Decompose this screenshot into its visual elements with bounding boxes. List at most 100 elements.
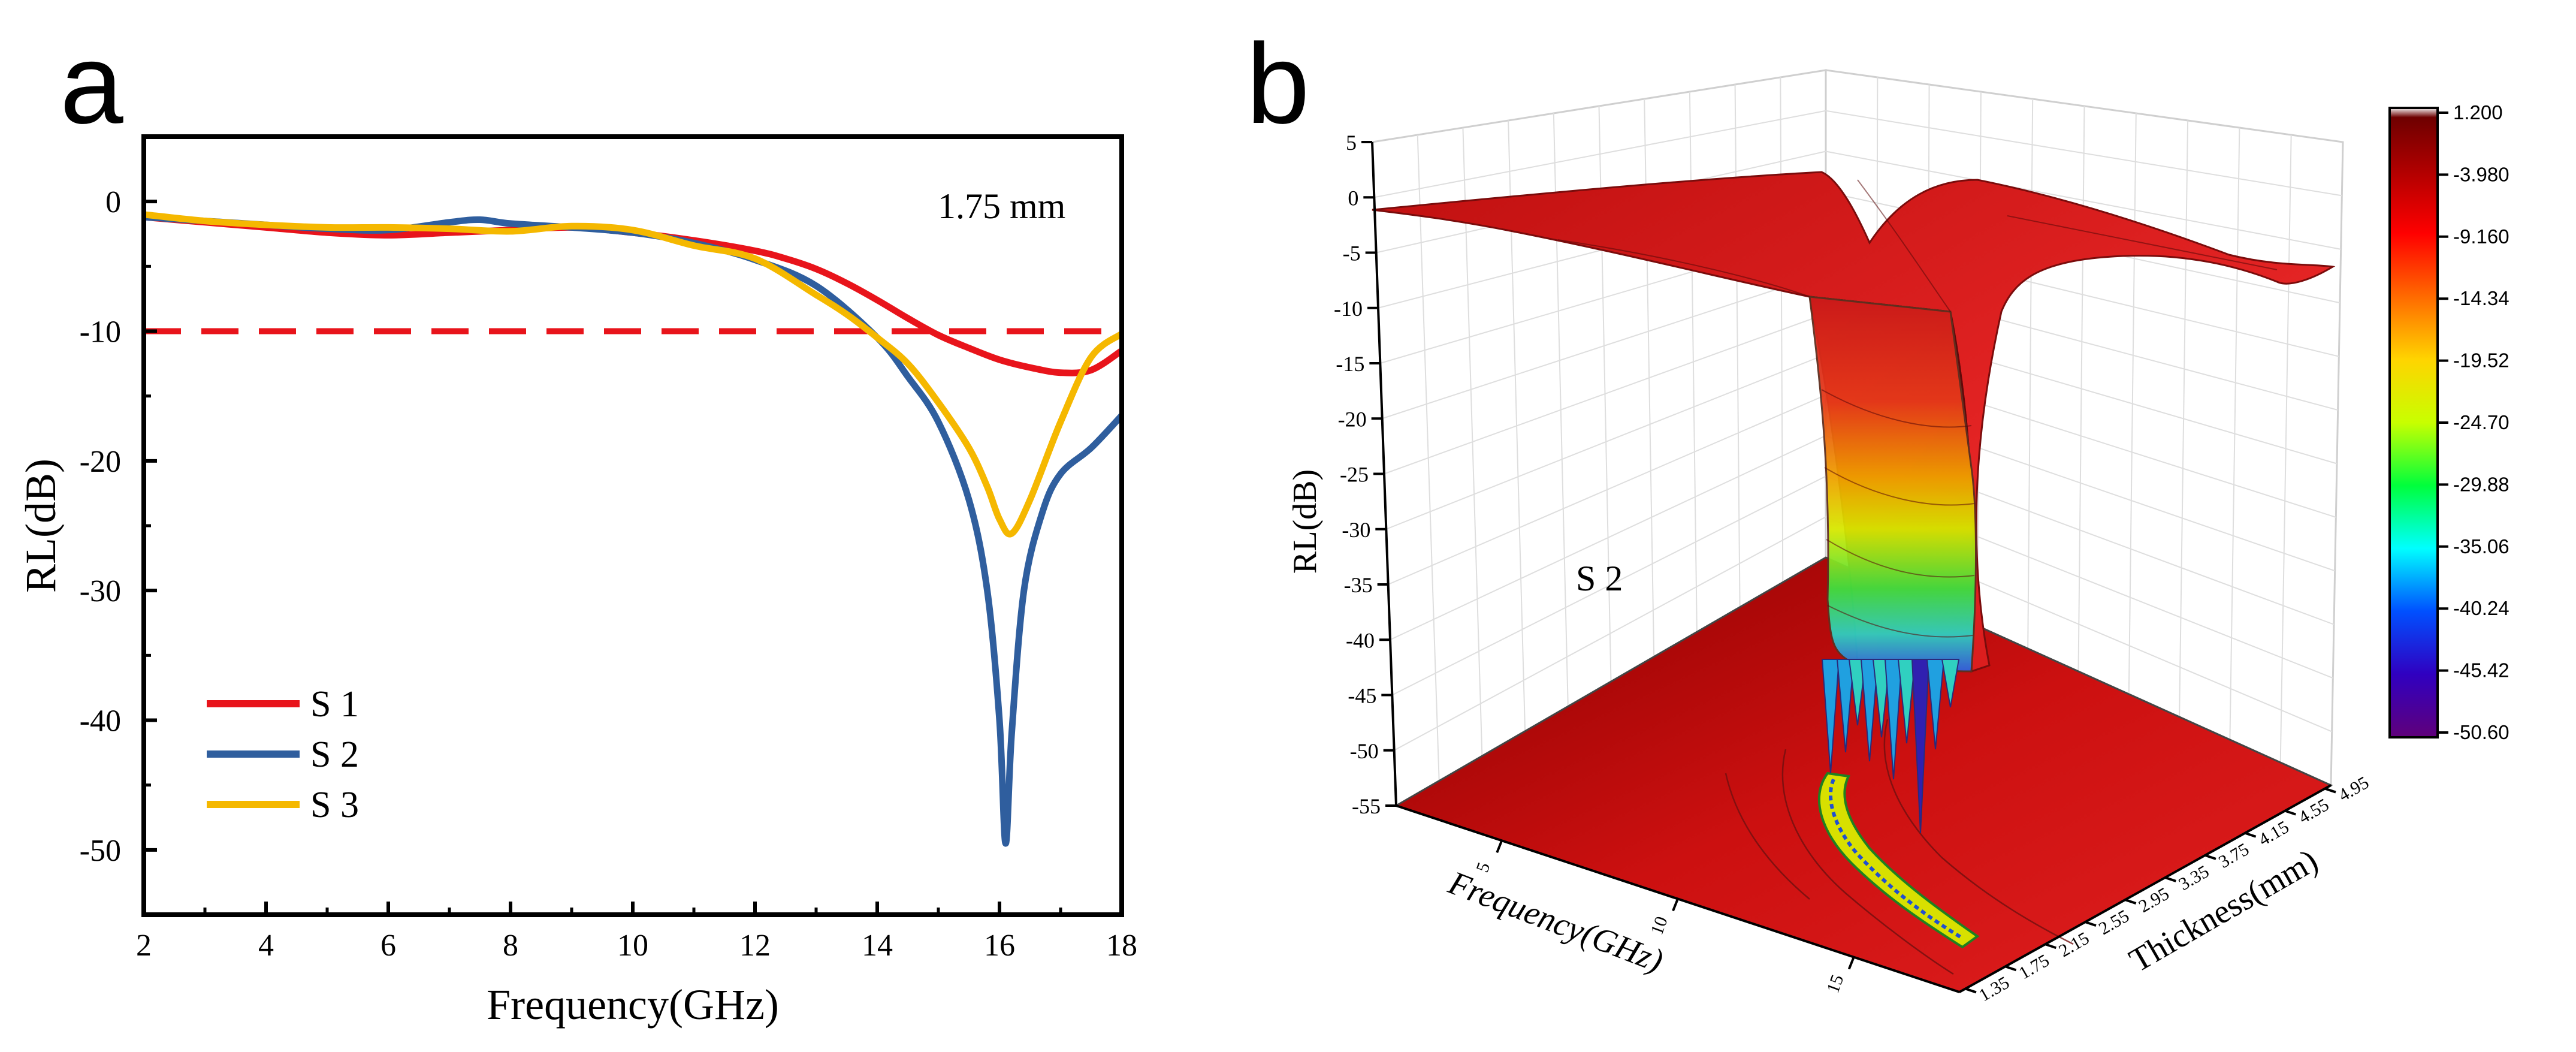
colorbar-label: -24.70 [2453, 411, 2509, 433]
colorbar-label: -19.52 [2453, 349, 2509, 372]
x-tick-b [1847, 956, 1855, 970]
panel-letter-a: a [60, 20, 123, 147]
wall-grid-line [2128, 113, 2137, 695]
y-tick-b [2125, 899, 2137, 905]
z-axis-title-b: RL(dB) [1287, 469, 1324, 574]
wall-grid-line [1417, 134, 1440, 781]
colorbar-label: -40.24 [2453, 597, 2509, 619]
x-tick-b [1496, 840, 1503, 854]
surface-mesh-lines [1557, 179, 2278, 638]
surface-spike [1941, 659, 1960, 708]
y-tick-label-a: -30 [80, 574, 121, 608]
axes-a: 2 4 6 8 10 12 14 16 18 0 -10 -20 -30 -40 -50 [80, 185, 1137, 963]
y-tick-b [2204, 854, 2216, 860]
y-tick-b [2085, 921, 2097, 927]
y-tick-label-a: -10 [80, 315, 121, 349]
z-tick-label-b: -45 [1348, 684, 1376, 708]
x-tick-label-b: 15 [1823, 972, 1847, 996]
z-tick-label-b: 0 [1348, 186, 1358, 210]
surface-spike [1911, 659, 1930, 834]
x-tick-label-a: 16 [984, 929, 1015, 963]
z-tick-label-b: -35 [1344, 573, 1373, 597]
x-tick-label-a: 4 [258, 929, 274, 963]
z-tick-label-b: -20 [1338, 407, 1367, 431]
series-line-s3 [144, 211, 1122, 538]
z-tick-label-b: -50 [1350, 739, 1379, 763]
x-axis-title-a: Frequency(GHz) [487, 981, 779, 1029]
y-tick-b [2045, 943, 2056, 949]
y-tick-b [1965, 987, 1977, 994]
colorbar-label: -3.980 [2453, 163, 2509, 185]
panel-b: b [1246, 20, 2509, 1005]
surface-spikes [1821, 659, 1960, 834]
colorbar-label: -50.60 [2453, 721, 2509, 743]
y-tick-label-a: -20 [80, 445, 121, 479]
x-tick-label-a: 10 [617, 929, 648, 963]
wall-grid-line [1462, 127, 1483, 756]
thickness-annotation: 1.75 mm [938, 186, 1065, 226]
surface-spike [1848, 659, 1867, 726]
y-tick-b [2164, 876, 2176, 882]
surface-spike [1836, 659, 1855, 753]
y-axis-title-a: RL(dB) [17, 459, 65, 593]
y-tick-label-a: -40 [80, 704, 121, 738]
series-line-s1 [144, 213, 1122, 376]
legend-label-s1: S 1 [310, 684, 359, 725]
y-tick-b [2005, 965, 2017, 972]
surface-spike [1926, 659, 1945, 750]
floor-contour-band [1818, 771, 1980, 949]
panel-letter-b: b [1246, 20, 1310, 147]
z-tick-label-b: -15 [1336, 352, 1364, 376]
x-tick-label-a: 8 [503, 929, 518, 963]
x-tick-b [1672, 898, 1679, 912]
z-tick-label-b: -40 [1346, 628, 1375, 652]
surface-spike [1821, 659, 1840, 774]
z-tick-label-b: -55 [1352, 794, 1381, 818]
surface-spike [1872, 659, 1891, 738]
surface-spike [1884, 659, 1903, 780]
x-tick-label-a: 14 [862, 929, 893, 963]
y-tick-label-b: 4.95 [2335, 773, 2372, 806]
colorbar-label: -9.160 [2453, 225, 2509, 248]
y-tick-label-a: -50 [80, 834, 121, 868]
series-line-s2 [144, 213, 1122, 847]
colorbar-ticks: 1.200 -3.980 -9.160 -14.34 -19.52 -24.70 -29.8… [2438, 101, 2509, 743]
x-tick-label-a: 18 [1106, 929, 1137, 963]
surface-spike [1860, 659, 1879, 762]
surface-spike [1897, 659, 1916, 744]
x-tick-label-a: 6 [380, 929, 396, 963]
sample-label-b: S 2 [1576, 559, 1623, 598]
colorbar-label: -14.34 [2453, 287, 2509, 309]
z-tick-label-b: -30 [1342, 518, 1370, 542]
colorbar-label: 1.200 [2453, 101, 2503, 123]
colorbar-label: -35.06 [2453, 535, 2509, 557]
floor-contours [1725, 719, 2074, 975]
y-axis-line-b [1959, 784, 2332, 993]
legend-label-s3: S 3 [310, 785, 359, 825]
x-tick-label-b: 10 [1647, 914, 1671, 938]
wall-grid-line [2179, 120, 2189, 718]
surface-funnel-front [1808, 296, 1977, 673]
legend-label-s2: S 2 [310, 734, 359, 775]
z-tick-label-b: -10 [1334, 297, 1363, 321]
z-tick-label-b: -25 [1340, 463, 1369, 487]
wall-grid-line [2229, 127, 2240, 740]
colorbar-label: -45.42 [2453, 659, 2509, 682]
y-tick-b [2324, 787, 2336, 794]
z-tick-label-b: -5 [1343, 242, 1361, 266]
legend-a: S 1 S 2 S 3 [207, 684, 359, 825]
wall-grid-line [2279, 134, 2292, 763]
panel-a: a 2 4 6 8 10 12 14 16 18 0 -10 -20 -30 -40 -50 1.75 mm… [17, 20, 1137, 1029]
x-tick-label-a: 12 [739, 929, 771, 963]
wall-grid-line [1780, 77, 1784, 583]
y-tick-label-a: 0 [105, 185, 121, 219]
y-tick-b [2245, 831, 2257, 838]
z-tick-label-b: 5 [1346, 131, 1357, 155]
colorbar-label: -29.88 [2453, 473, 2509, 495]
x-tick-label-a: 2 [136, 929, 152, 963]
wall-grid-line [2077, 105, 2085, 672]
y-tick-b [2284, 809, 2296, 816]
wall-grid-line [1734, 84, 1741, 607]
wall-grid-line [2027, 98, 2034, 649]
series-group-a [144, 211, 1122, 847]
